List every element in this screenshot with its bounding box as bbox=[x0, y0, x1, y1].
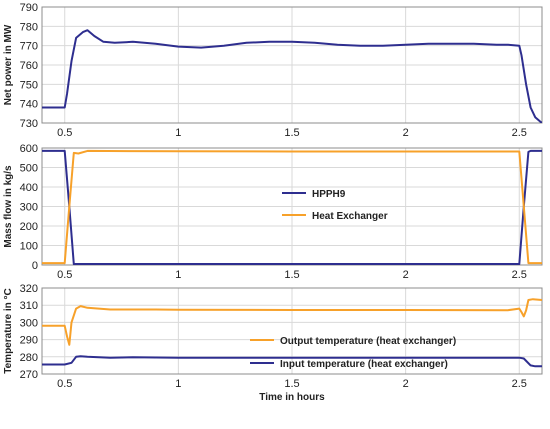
x-tick-label: 2 bbox=[403, 378, 409, 390]
y-tick-label: 310 bbox=[20, 300, 38, 312]
plot-frame bbox=[41, 6, 543, 124]
legend-label: HPPH9 bbox=[312, 189, 346, 200]
x-tick-label: 0.5 bbox=[57, 378, 72, 390]
x-axis-label: Time in hours bbox=[259, 392, 325, 403]
y-tick-label: 280 bbox=[20, 352, 38, 364]
y-tick-label: 0 bbox=[32, 260, 38, 272]
x-tick-label: 2.5 bbox=[512, 127, 527, 139]
legend-label: Output temperature (heat exchanger) bbox=[280, 336, 456, 347]
y-tick-label: 500 bbox=[20, 163, 38, 175]
y-tick-label: 790 bbox=[20, 2, 38, 14]
series-line-hpph9 bbox=[42, 149, 542, 265]
legend: HPPH9 Heat Exchanger bbox=[282, 189, 388, 222]
y-axis-label: Net power in MW bbox=[3, 24, 14, 105]
y-tick-label: 290 bbox=[20, 335, 38, 347]
y-tick-label: 760 bbox=[20, 60, 38, 72]
x-tick-label: 1.5 bbox=[284, 127, 299, 139]
y-tick-label: 780 bbox=[20, 21, 38, 33]
series-line-heat-exchanger bbox=[42, 149, 542, 265]
chart-panel-3: 270 280 290 300 310 320 0.5 1 1.5 2 2.5 Temperature… bbox=[3, 283, 543, 403]
legend: Output temperature (heat exchanger) Input… bbox=[250, 336, 456, 370]
x-tick-label: 0.5 bbox=[57, 127, 72, 139]
x-tick-label: 0.5 bbox=[57, 269, 72, 281]
chart-panel-1: 730 740 750 760 770 780 790 0.5 1 1.5 2 2.5 Net powe… bbox=[3, 2, 543, 139]
y-axis-label: Mass flow in kg/s bbox=[3, 165, 14, 248]
y-tick-label: 740 bbox=[20, 99, 38, 111]
x-tick-label: 1 bbox=[175, 378, 181, 390]
y-axis-label: Temperature in °C bbox=[3, 288, 14, 374]
y-tick-label: 200 bbox=[20, 221, 38, 233]
x-tick-label: 1.5 bbox=[284, 269, 299, 281]
chart-panel-2: 0 100 200 300 400 500 600 0.5 1 1.5 2 2.5 Mass flow … bbox=[3, 143, 543, 281]
x-tick-label: 1 bbox=[175, 127, 181, 139]
y-tick-label: 100 bbox=[20, 241, 38, 253]
x-tick-label: 1 bbox=[175, 269, 181, 281]
series-line-net-power bbox=[42, 29, 542, 123]
x-tick-label: 1.5 bbox=[284, 378, 299, 390]
legend-label: Input temperature (heat exchanger) bbox=[280, 359, 448, 370]
y-tick-label: 300 bbox=[20, 202, 38, 214]
y-tick-label: 300 bbox=[20, 317, 38, 329]
x-tick-label: 2 bbox=[403, 127, 409, 139]
y-tick-label: 600 bbox=[20, 143, 38, 155]
y-tick-label: 320 bbox=[20, 283, 38, 295]
x-tick-label: 2 bbox=[403, 269, 409, 281]
y-tick-label: 750 bbox=[20, 79, 38, 91]
legend-label: Heat Exchanger bbox=[312, 211, 388, 222]
series-line-input-temperature-heat-exchanger bbox=[42, 355, 542, 368]
x-tick-label: 2.5 bbox=[512, 269, 527, 281]
y-tick-label: 270 bbox=[20, 369, 38, 381]
plot-frame bbox=[41, 287, 543, 375]
y-tick-label: 400 bbox=[20, 182, 38, 194]
series-line-output-temperature-heat-exchanger bbox=[42, 298, 542, 346]
y-tick-label: 770 bbox=[20, 41, 38, 53]
x-tick-label: 2.5 bbox=[512, 378, 527, 390]
y-tick-label: 730 bbox=[20, 118, 38, 130]
